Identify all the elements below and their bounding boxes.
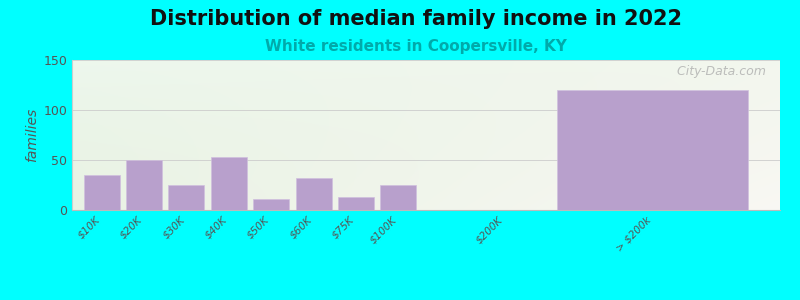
Bar: [169, 185, 205, 210]
Bar: [558, 90, 748, 210]
Text: City-Data.com: City-Data.com: [669, 64, 766, 77]
Bar: [338, 197, 374, 210]
Bar: [126, 160, 162, 210]
Bar: [296, 178, 332, 210]
Text: Distribution of median family income in 2022: Distribution of median family income in …: [150, 9, 682, 29]
Bar: [211, 157, 247, 210]
Bar: [254, 199, 290, 210]
Y-axis label: families: families: [25, 108, 39, 162]
Text: White residents in Coopersville, KY: White residents in Coopersville, KY: [265, 39, 567, 54]
Bar: [84, 175, 120, 210]
Bar: [381, 185, 417, 210]
